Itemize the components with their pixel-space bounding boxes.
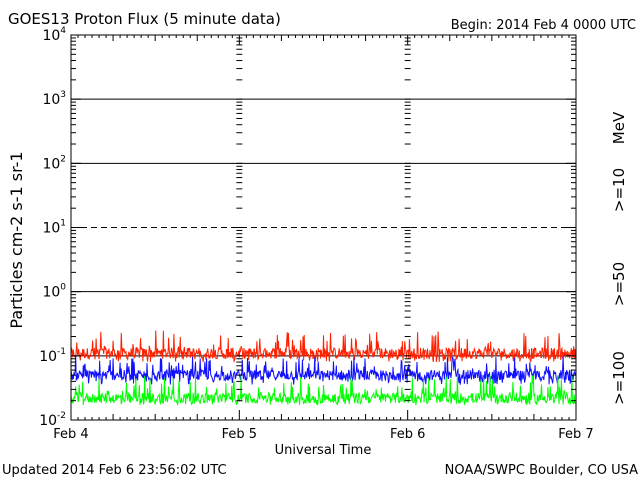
y-tick-labels: 10-2 10-1 100 101 102 103 104 [39, 26, 66, 429]
unit-label-mev: MeV [610, 111, 628, 144]
reference-lines [71, 98, 576, 357]
y-axis-label: Particles cm-2 s-1 sr-1 [7, 151, 26, 328]
credit-label: NOAA/SWPC Boulder, CO USA [445, 463, 638, 478]
y-tick-label-5: 103 [42, 90, 66, 108]
series-line-1 [70, 356, 577, 385]
x-tick-label-1: Feb 5 [222, 427, 257, 442]
y-tick-label-2: 100 [42, 283, 66, 301]
y-tick-label-0: 10-2 [39, 411, 66, 429]
series-label-ge10: >=10 [610, 168, 628, 212]
series-line-0 [70, 330, 577, 363]
begin-time: Begin: 2014 Feb 4 0000 UTC [451, 18, 636, 33]
y-tick-label-3: 101 [42, 219, 66, 237]
x-axis-label: Universal Time [275, 443, 372, 458]
chart-title: GOES13 Proton Flux (5 minute data) [8, 10, 281, 28]
x-tick-labels: Feb 4 Feb 5 Feb 6 Feb 7 [53, 427, 593, 442]
plot-frame [70, 34, 577, 421]
updated-timestamp: Updated 2014 Feb 6 23:56:02 UTC [2, 463, 227, 478]
y-tick-label-1: 10-1 [39, 347, 66, 365]
x-tick-label-3: Feb 7 [558, 427, 593, 442]
series-layer [70, 330, 577, 406]
series-label-ge50: >=50 [610, 262, 628, 306]
y-tick-label-6: 104 [42, 26, 66, 44]
x-tick-label-0: Feb 4 [53, 427, 88, 442]
y-tick-label-4: 102 [42, 154, 66, 172]
y-axis-label-text: Particles cm-2 s-1 sr-1 [7, 151, 26, 328]
series-label-ge100: >=100 [610, 351, 628, 405]
series-line-2 [70, 375, 577, 406]
x-tick-label-2: Feb 6 [390, 427, 425, 442]
